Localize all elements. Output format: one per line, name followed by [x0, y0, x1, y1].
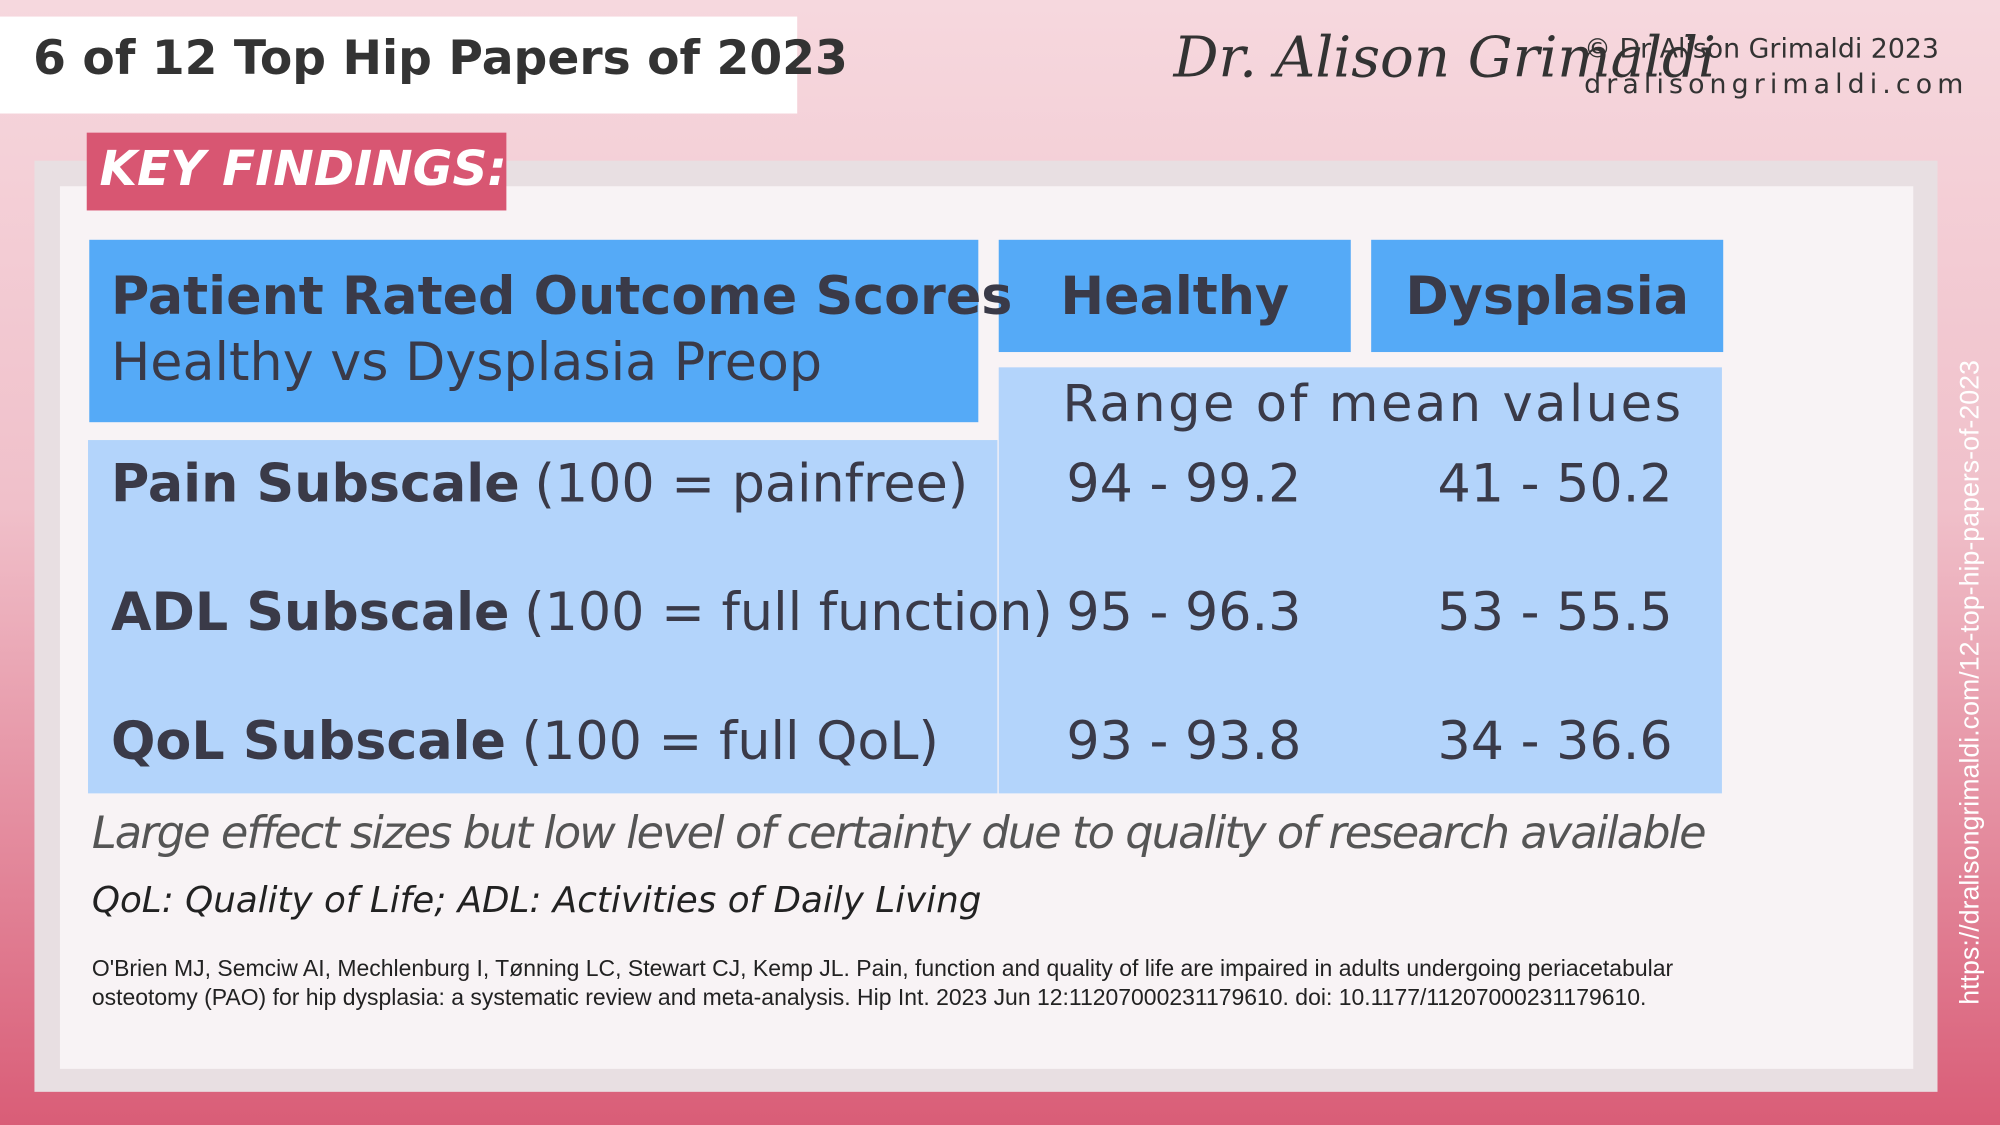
dysplasia-value: 53 - 55.5: [1437, 581, 1673, 643]
healthy-value: 93 - 93.8: [1066, 710, 1302, 772]
header-cell: [998, 239, 1351, 353]
body-bg: [88, 440, 998, 794]
side-url: https://dralisongrimaldi.com/12-top-hip-…: [1955, 360, 1985, 1005]
healthy-value: 94 - 99.2: [1066, 452, 1302, 515]
row-note: (100 = full QoL): [521, 710, 939, 772]
badge-bg: [86, 132, 507, 211]
row-note: (100 = painfree): [534, 452, 969, 515]
citation: O'Brien MJ, Semciw AI, Mechlenburg I, Tø…: [91, 955, 1674, 1011]
column-header: Dysplasia: [1405, 265, 1689, 327]
website: dralisongrimaldi.com: [1584, 68, 1969, 100]
healthy-value: 95 - 96.3: [1066, 581, 1302, 643]
logo: Dr. Alison Grimaldi: [1173, 25, 1716, 91]
row-note: (100 = full function): [524, 581, 1053, 643]
row-name: ADL Subscale: [110, 581, 510, 643]
copyright: © Dr Alison Grimaldi 2023: [1584, 33, 1939, 64]
dysplasia-value: 34 - 36.6: [1437, 710, 1673, 772]
table-title: Patient Rated Outcome Scores: [110, 265, 1013, 327]
range-label: Range of mean values: [1062, 374, 1684, 434]
header-cell: [89, 239, 979, 423]
table-subtitle: Healthy vs Dysplasia Preop: [110, 331, 823, 393]
header-cell: [1371, 239, 1724, 353]
dysplasia-value: 41 - 50.2: [1437, 452, 1673, 515]
body-bg: [998, 367, 1722, 794]
summary: Large effect sizes but low level of cert…: [91, 808, 1707, 860]
title: 6 of 12 Top Hip Papers of 2023: [33, 30, 848, 86]
title-bar: [0, 16, 798, 114]
abbreviations: QoL: Quality of Life; ADL: Activities of…: [91, 878, 982, 921]
row-name: Pain Subscale: [110, 452, 520, 515]
row-name: QoL Subscale: [110, 710, 507, 772]
column-header: Healthy: [1060, 265, 1290, 327]
badge: KEY FINDINGS:: [99, 140, 507, 197]
